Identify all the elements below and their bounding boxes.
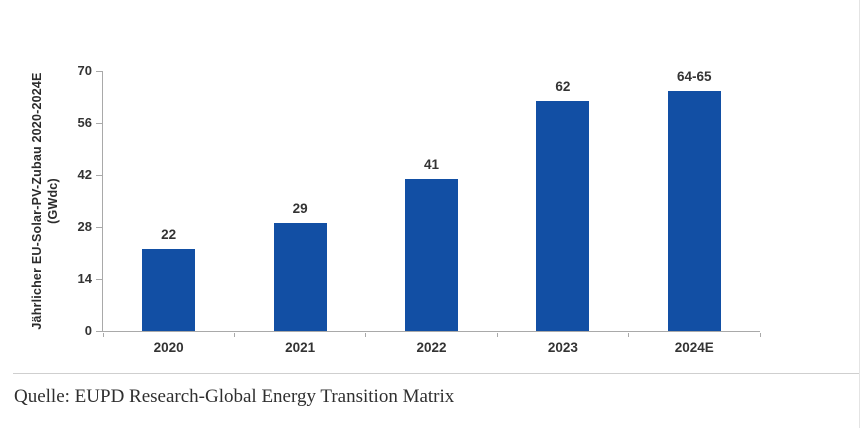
y-tick-mark-56 — [95, 122, 102, 124]
y-axis-title-line2: (GWdc) — [46, 178, 60, 224]
bar-2021 — [273, 223, 327, 331]
plot-area: 0 14 28 42 56 70 22 2020 29 2021 41 2022 62 2023 64-65… — [78, 63, 761, 355]
y-axis-title-text: Jährlicher EU-Solar-PV-Zubau 2020-2024E … — [29, 51, 63, 351]
x-tick-mark-5 — [759, 332, 761, 337]
x-tick-mark-2 — [365, 332, 367, 337]
bar-2023 — [536, 101, 590, 331]
x-tick-mark-3 — [496, 332, 498, 337]
y-tick-label-42: 42 — [77, 167, 92, 182]
x-tick-label-2021: 2021 — [285, 340, 316, 355]
y-tick-mark-42 — [95, 174, 102, 176]
y-tick-label-70: 70 — [77, 63, 92, 78]
y-tick-label-56: 56 — [77, 115, 92, 130]
bar-2024E — [667, 91, 721, 331]
bar-value-2023: 62 — [555, 79, 571, 94]
y-tick-label-0: 0 — [84, 323, 92, 338]
y-tick-mark-28 — [95, 226, 102, 228]
source-caption: Quelle: EUPD Research-Global Energy Tran… — [14, 386, 455, 407]
y-tick-mark-0 — [95, 330, 102, 332]
y-axis-title-line1: Jährlicher EU-Solar-PV-Zubau 2020-2024E — [30, 72, 44, 330]
x-tick-label-2020: 2020 — [153, 340, 184, 355]
separator-line — [13, 373, 859, 374]
bar-value-2024E: 64-65 — [677, 69, 712, 84]
bar-value-2021: 29 — [292, 201, 308, 216]
right-edge-divider — [859, 0, 860, 428]
y-tick-mark-70 — [95, 70, 102, 72]
solar-pv-annual-additions-bar-chart: Jährlicher EU-Solar-PV-Zubau 2020-2024E … — [29, 51, 761, 355]
x-tick-label-2022: 2022 — [416, 340, 447, 355]
bar-value-2020: 22 — [161, 227, 177, 242]
bar-value-2022: 41 — [423, 157, 440, 172]
y-tick-label-28: 28 — [77, 219, 92, 234]
y-tick-mark-14 — [95, 278, 102, 280]
bar-2020 — [142, 249, 196, 331]
x-tick-mark-0 — [102, 332, 104, 337]
x-tick-mark-1 — [233, 332, 235, 337]
bar-2022 — [405, 179, 458, 331]
x-tick-mark-4 — [628, 332, 630, 337]
y-tick-label-14: 14 — [77, 271, 92, 286]
x-tick-label-2023: 2023 — [547, 340, 578, 355]
x-tick-label-2024E: 2024E — [674, 340, 714, 355]
